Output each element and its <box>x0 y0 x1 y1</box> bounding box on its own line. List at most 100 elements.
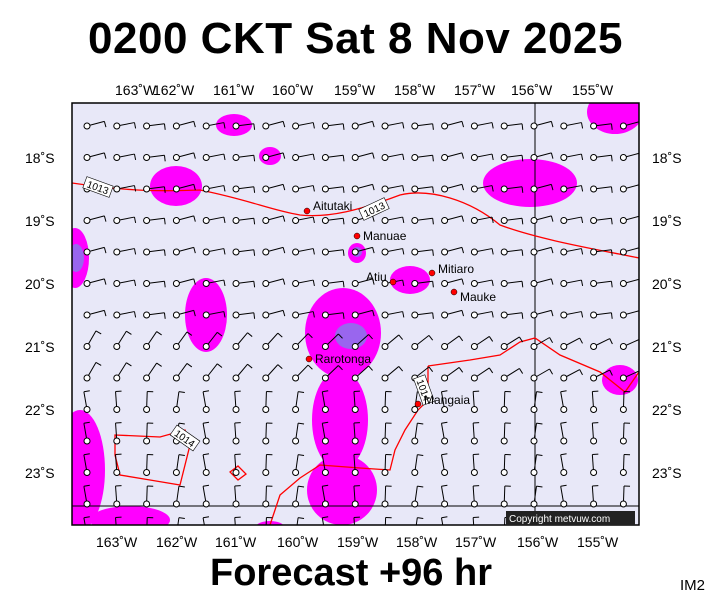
wind-station <box>232 248 240 256</box>
wind-barb-feather <box>560 453 567 456</box>
latitude-labels-left: 18˚S 19˚S 20˚S 21˚S 22˚S 23˚S <box>25 150 55 481</box>
wind-barb-feather <box>579 337 583 344</box>
wind-station <box>321 248 329 256</box>
wind-barb-feather <box>521 218 524 225</box>
wind-barb-shaft <box>83 517 86 525</box>
wind-station <box>381 311 389 319</box>
wind-barb-feather <box>95 330 102 335</box>
wind-station <box>262 469 270 476</box>
wind-station <box>322 533 328 539</box>
wind-station <box>202 217 210 224</box>
wind-barb-shaft <box>653 486 656 504</box>
wind-barb-feather <box>519 336 524 343</box>
wind-station <box>619 374 627 382</box>
image-code: IM2 <box>680 577 706 594</box>
wind-barb-feather <box>322 390 329 393</box>
wind-station <box>202 122 210 130</box>
lon-label: 160˚W <box>277 534 319 550</box>
wind-barb-feather <box>186 363 193 368</box>
wind-barb-feather <box>402 185 405 192</box>
lon-label: 156˚W <box>511 82 553 98</box>
town-rarotonga: Rarotonga <box>315 352 371 366</box>
wind-barb-feather <box>83 516 90 519</box>
lat-label: 19˚S <box>652 213 682 229</box>
wind-barb-feather <box>133 279 137 287</box>
wind-station <box>321 122 329 130</box>
wind-barb-feather <box>103 215 107 222</box>
wind-barb-feather <box>103 310 107 317</box>
wind-barb-feather <box>519 368 524 374</box>
wind-barb-feather <box>580 153 584 161</box>
wind-barb-feather <box>223 185 226 192</box>
wind-barb-feather <box>432 186 434 193</box>
wind-barb-feather <box>461 278 465 285</box>
wind-barb-feather <box>521 281 524 288</box>
wind-station <box>500 154 508 161</box>
wind-station <box>351 311 359 319</box>
wind-barb-feather <box>83 421 90 424</box>
longitude-labels-bottom: 163˚W 162˚W 161˚W 160˚W 159˚W 158˚W 157˚… <box>96 534 619 550</box>
wind-station <box>232 311 240 319</box>
wind-barb-feather <box>550 121 554 128</box>
wind-station <box>351 406 359 413</box>
wind-barb-shaft <box>653 518 656 536</box>
wind-barb-feather <box>322 484 329 487</box>
wind-barb-feather <box>133 153 137 161</box>
wind-station <box>650 123 656 129</box>
wind-station <box>650 533 656 539</box>
wind-station <box>441 154 449 161</box>
wind-station <box>292 280 300 287</box>
wind-barb-feather <box>133 248 137 255</box>
wind-barb-feather <box>202 421 210 424</box>
wind-station <box>411 311 419 319</box>
wind-barb-feather <box>178 391 185 394</box>
wind-barb-feather <box>126 330 132 335</box>
wind-station <box>619 185 627 193</box>
wind-station <box>470 500 478 508</box>
wind-station <box>202 154 210 161</box>
wind-station <box>202 311 210 319</box>
wind-station <box>83 437 91 445</box>
wind-barb-feather <box>368 365 373 371</box>
wind-barb-feather <box>549 368 554 375</box>
wind-barb-shaft <box>653 371 670 378</box>
wind-station <box>411 154 419 161</box>
wind-station <box>262 185 270 193</box>
wind-barb-feather <box>536 391 543 394</box>
wind-barb-feather <box>163 281 166 288</box>
wind-barb-feather <box>432 123 434 130</box>
wind-station <box>381 469 389 476</box>
wind-station <box>560 154 568 161</box>
wind-barb-feather <box>193 184 196 191</box>
lat-label: 22˚S <box>25 402 55 418</box>
wind-barb-feather <box>441 390 448 393</box>
wind-barb-feather <box>610 186 613 193</box>
wind-barb-feather <box>441 484 448 487</box>
wind-barb-feather <box>641 310 643 316</box>
wind-barb-feather <box>560 484 567 487</box>
wind-station <box>411 280 419 287</box>
wind-station <box>202 248 210 256</box>
wind-station <box>351 374 359 382</box>
lon-label: 155˚W <box>572 82 614 98</box>
wind-barb-feather <box>133 185 137 192</box>
wind-station <box>83 500 91 508</box>
wind-barb-feather <box>178 454 185 457</box>
wind-barb-feather <box>83 484 90 487</box>
wind-barb-feather <box>432 155 434 162</box>
wind-barb-feather <box>458 335 464 342</box>
wind-station <box>500 311 508 319</box>
wind-station <box>381 248 389 256</box>
wind-barb-feather <box>491 311 494 318</box>
wind-station <box>351 248 359 256</box>
wind-station <box>619 311 627 319</box>
wind-barb-feather <box>163 123 166 130</box>
wind-barb-feather <box>253 312 256 319</box>
wind-station <box>143 469 151 476</box>
wind-barb-feather <box>641 153 643 159</box>
wind-station <box>382 533 388 539</box>
wind-barb-feather <box>521 249 524 256</box>
wind-barb-feather <box>372 247 375 254</box>
wind-barb-shaft <box>234 517 236 525</box>
